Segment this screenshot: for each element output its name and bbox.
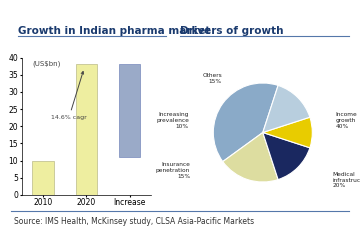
Text: Drivers of growth: Drivers of growth (180, 26, 284, 36)
Text: Growth in Indian pharma market: Growth in Indian pharma market (18, 26, 210, 36)
Bar (76, 64, 97, 195)
Wedge shape (223, 132, 278, 182)
Text: Insurance
penetration
15%: Insurance penetration 15% (156, 162, 190, 179)
Text: Source: IMS Health, McKinsey study, CLSA Asia-Pacific Markets: Source: IMS Health, McKinsey study, CLSA… (14, 218, 255, 226)
Wedge shape (263, 117, 312, 148)
Wedge shape (263, 86, 310, 132)
Text: Medical
infrastructure
20%: Medical infrastructure 20% (332, 172, 360, 188)
Wedge shape (263, 132, 310, 180)
Text: (US$bn): (US$bn) (32, 60, 60, 67)
Wedge shape (213, 83, 278, 162)
Bar (119, 64, 140, 157)
Text: Income
growth
40%: Income growth 40% (336, 112, 357, 129)
Bar (32, 161, 54, 195)
Text: 14.6% cagr: 14.6% cagr (51, 72, 87, 120)
Text: Increasing
prevalence
10%: Increasing prevalence 10% (156, 112, 189, 129)
Text: Others
15%: Others 15% (202, 73, 222, 84)
